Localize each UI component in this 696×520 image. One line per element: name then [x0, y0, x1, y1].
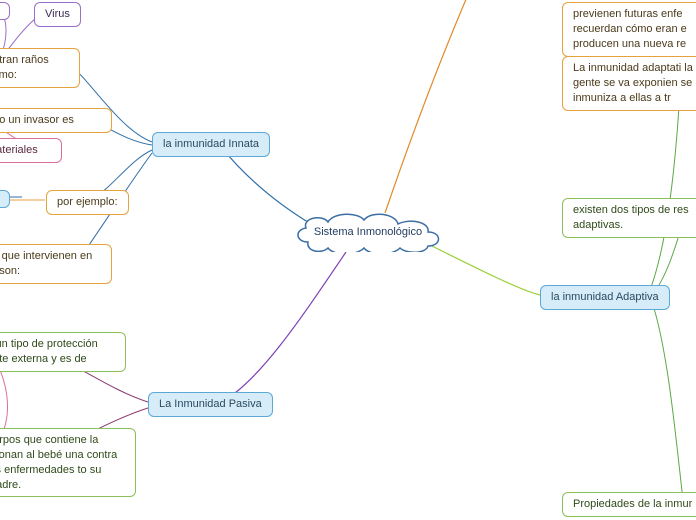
node-dos-tipos: existen dos tipos de res adaptivas.: [562, 198, 696, 238]
node-blank-blue: [0, 190, 10, 208]
node-virus: Virus: [34, 2, 81, 27]
center-label: Sistema Inmonológico: [288, 212, 448, 252]
center-node: Sistema Inmonológico: [288, 212, 448, 252]
node-adaptativa: La inmunidad adaptati la gente se va exp…: [562, 56, 696, 111]
node-bacteria: [0, 2, 10, 20]
node-extranos: entran raños como:: [0, 48, 80, 88]
node-pasiva: La Inmunidad Pasiva: [148, 392, 273, 417]
node-proteccion: s un tipo de protección ente externa y e…: [0, 332, 126, 372]
node-adaptiva: la inmunidad Adaptiva: [540, 285, 670, 310]
node-invasor: ndo un invasor es: [0, 108, 112, 133]
node-porejemplo: por ejemplo:: [46, 190, 129, 215]
node-previenen: previenen futuras enfe recuerdan cómo er…: [562, 2, 696, 57]
node-propiedades: Propiedades de la inmur: [562, 492, 696, 517]
node-os-que: os que intervienen en ta son:: [0, 244, 112, 284]
node-anticuerpos: uerpos que contiene la rcionan al bebé u…: [0, 428, 136, 497]
node-materiales: materiales: [0, 138, 62, 163]
node-innata: la inmunidad Innata: [152, 132, 270, 157]
